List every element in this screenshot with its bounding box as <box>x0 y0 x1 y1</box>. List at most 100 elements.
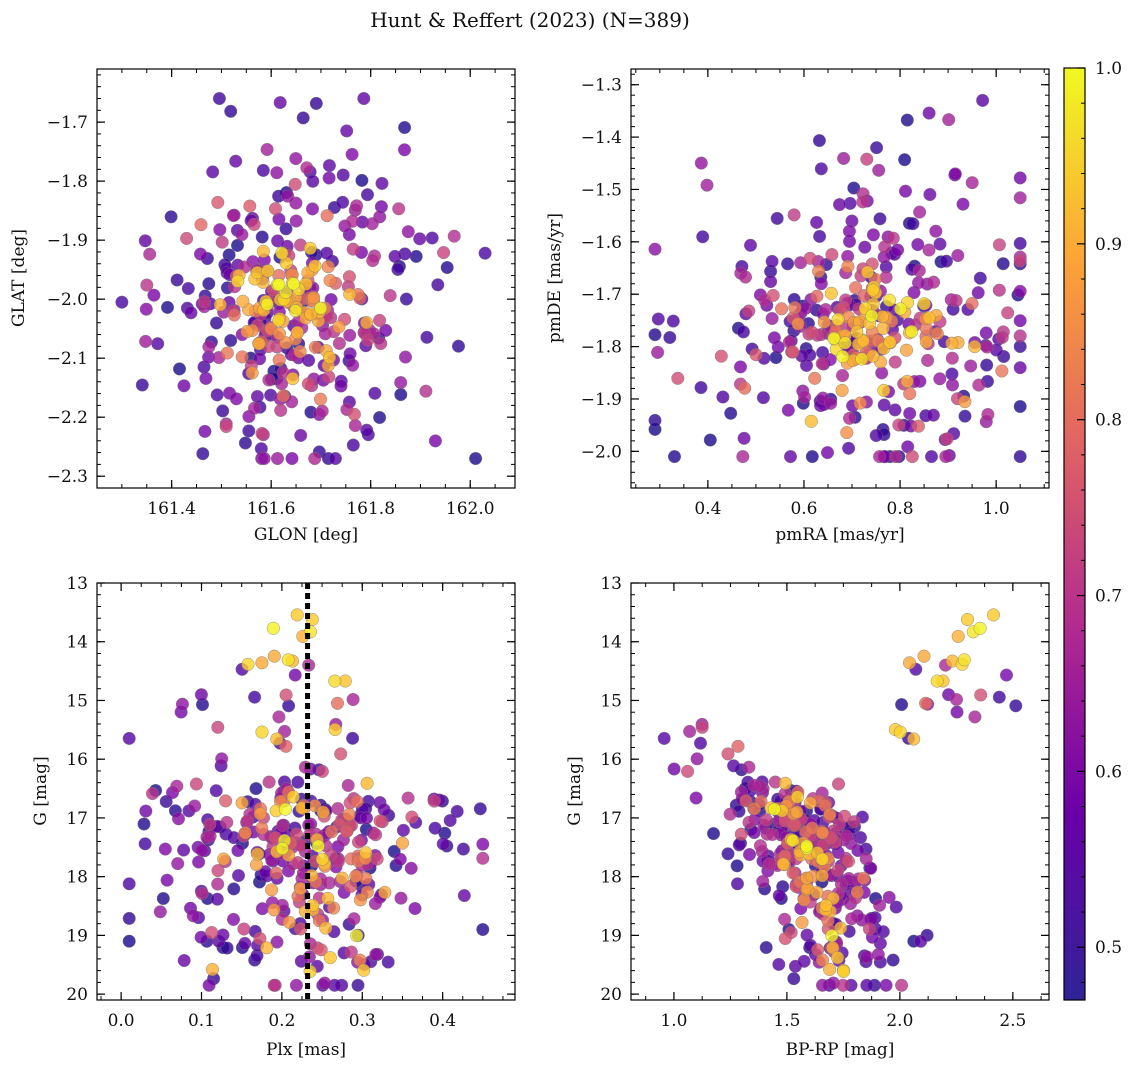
scatter-point <box>895 698 909 712</box>
scatter-point <box>850 885 864 899</box>
scatter-point <box>343 347 357 361</box>
scatter-point <box>860 950 874 964</box>
scatter-point <box>276 389 290 403</box>
scatter-point <box>272 278 286 292</box>
scatter-point <box>663 331 677 345</box>
scatter-point <box>122 934 136 948</box>
scatter-point <box>156 892 170 906</box>
scatter-point <box>289 827 303 841</box>
scatter-point <box>912 264 926 278</box>
scatter-point <box>281 189 295 203</box>
scatter-point <box>823 963 837 977</box>
scatter-point <box>350 199 364 213</box>
y-tick-label: −2.3 <box>47 467 88 487</box>
scatter-point <box>396 836 410 850</box>
scatter-point <box>215 235 229 249</box>
scatter-point <box>289 978 303 992</box>
scatter-point <box>667 762 681 776</box>
scatter-point <box>360 423 374 437</box>
scatter-point <box>164 210 178 224</box>
y-tick-label: 13 <box>600 574 622 594</box>
scatter-point <box>318 976 332 990</box>
y-tick-label: 20 <box>66 985 88 1005</box>
scatter-point <box>320 209 334 223</box>
scatter-point <box>266 621 280 635</box>
scatter-point <box>308 452 322 466</box>
scatter-point <box>281 653 295 667</box>
scatter-point <box>790 805 804 819</box>
scatter-point <box>707 827 721 841</box>
scatter-point <box>211 864 225 878</box>
scatter-point <box>377 803 391 817</box>
y-tick-label: −1.9 <box>581 390 622 410</box>
scatter-point <box>875 366 889 380</box>
scatter-point <box>365 217 379 231</box>
scatter-point <box>272 353 286 367</box>
scatter-point <box>853 396 867 410</box>
scatter-point <box>819 303 833 317</box>
scatter-point <box>721 847 735 861</box>
scatter-point <box>231 274 245 288</box>
scatter-point <box>964 359 978 373</box>
scatter-point <box>357 91 371 105</box>
scatter-point <box>921 353 935 367</box>
scatter-point <box>900 374 914 388</box>
scatter-point <box>817 315 831 329</box>
y-tick-label: 17 <box>66 809 88 829</box>
scatter-point <box>721 747 735 761</box>
scatter-point <box>275 246 289 260</box>
scatter-point <box>742 760 756 774</box>
scatter-point <box>843 411 857 425</box>
scatter-point <box>255 230 269 244</box>
scatter-point <box>961 613 975 627</box>
scatter-point <box>147 288 161 302</box>
x-axis-label: pmRA [mas/yr] <box>775 525 904 545</box>
scatter-point <box>428 434 442 448</box>
colorbar-gradient <box>1063 67 1086 1001</box>
scatter-point <box>812 264 826 278</box>
scatter-point <box>334 747 348 761</box>
scatter-point <box>866 283 880 297</box>
scatter-point <box>273 327 287 341</box>
scatter-point <box>788 301 802 315</box>
scatter-point <box>248 690 262 704</box>
scatter-point <box>394 891 408 905</box>
scatter-point <box>440 261 454 275</box>
scatter-point <box>344 945 358 959</box>
scatter-point <box>323 274 337 288</box>
scatter-point <box>905 450 919 464</box>
scatter-point <box>786 345 800 359</box>
x-tick-label: 2.0 <box>886 1011 913 1031</box>
scatter-points <box>648 93 1027 464</box>
scatter-point <box>401 791 415 805</box>
scatter-point <box>311 839 325 853</box>
scatter-point <box>951 248 965 262</box>
scatter-point <box>478 246 492 260</box>
scatter-point <box>888 355 902 369</box>
scatter-point <box>876 925 890 939</box>
scatter-point <box>226 912 240 926</box>
scatter-point <box>816 978 830 992</box>
y-tick-label: −2.0 <box>47 290 88 310</box>
scatter-point <box>473 802 487 816</box>
y-axis-label: GLAT [deg] <box>9 229 29 327</box>
scatter-point <box>316 805 330 819</box>
scatter-point <box>375 176 389 190</box>
y-tick-label: 15 <box>600 691 622 711</box>
scatter-point <box>739 270 753 284</box>
scatter-point <box>328 723 342 737</box>
scatter-point <box>831 864 845 878</box>
scatter-point <box>1013 361 1027 375</box>
scatter-point <box>327 901 341 915</box>
scatter-point <box>282 699 296 713</box>
scatter-point <box>770 211 784 225</box>
scatter-point <box>973 621 987 635</box>
scatter-point <box>836 369 850 383</box>
scatter-point <box>213 223 227 237</box>
x-tick-label: 161.8 <box>346 499 395 519</box>
scatter-point <box>861 265 875 279</box>
scatter-point <box>787 208 801 222</box>
scatter-point <box>261 264 275 278</box>
scatter-point <box>260 297 274 311</box>
scatter-point <box>245 366 259 380</box>
